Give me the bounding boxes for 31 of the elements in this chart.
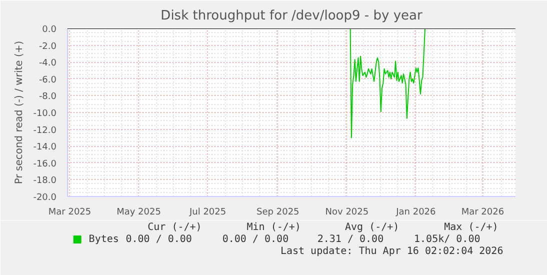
legend-label: Bytes [88, 234, 119, 245]
y-tick-label: -6.0 [38, 75, 57, 86]
y-axis-title: Pr second read (-) / write (+) [14, 40, 26, 184]
x-tick-label: Nov 2025 [325, 208, 369, 218]
text: Cur (-/+) [148, 222, 202, 233]
y-tick-label: -10.0 [33, 109, 57, 119]
x-tick-label: Mar 2025 [48, 208, 92, 218]
text: Last update: Thu Apr 16 02:02:04 2026 [280, 246, 504, 257]
x-tick-label: Mar 2026 [461, 208, 504, 218]
y-tick-label: -8.0 [38, 92, 57, 102]
y-tick-label: -16.0 [33, 159, 57, 170]
x-tick-label: May 2025 [116, 208, 161, 218]
text: Min (-/+) [246, 222, 301, 233]
y-tick-label: -14.0 [33, 142, 57, 153]
y-tick-label: -20.0 [33, 193, 57, 203]
chart-title: Disk throughput for /dev/loop9 - by year [160, 8, 423, 24]
x-tick-label: Sep 2025 [256, 208, 300, 218]
y-tick-label: -4.0 [38, 58, 57, 69]
x-tick-label: Jan 2026 [395, 208, 436, 218]
text: 2.31 / 0.00 [317, 234, 384, 245]
y-tick-label: -12.0 [33, 126, 57, 136]
y-tick-label: -2.0 [38, 42, 57, 52]
line-series [350, 28, 426, 138]
text: 1.05k/ 0.00 [414, 234, 480, 245]
text: Avg (-/+) [345, 222, 400, 233]
x-tick-label: Jul 2025 [188, 208, 226, 218]
text: 0.00 / 0.00 [126, 234, 192, 245]
y-tick-label: -18.0 [33, 176, 57, 186]
text: 0.00 / 0.00 [222, 234, 289, 245]
text: Max (-/+) [444, 222, 498, 233]
y-tick-label: 0.0 [42, 25, 57, 35]
